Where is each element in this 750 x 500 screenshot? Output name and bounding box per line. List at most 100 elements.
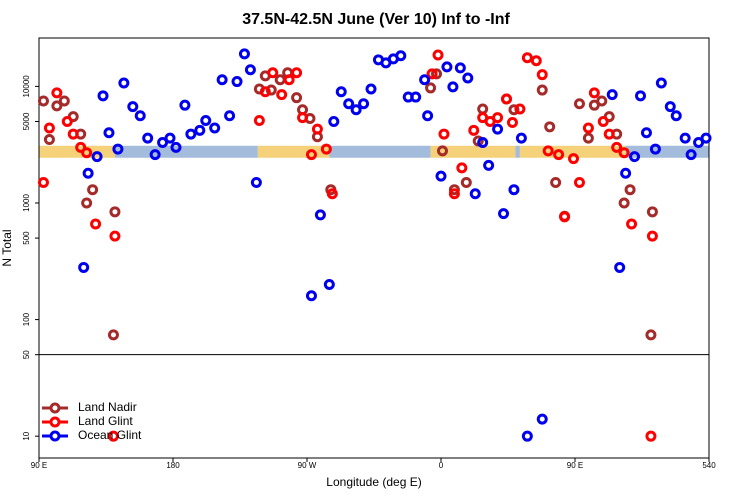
chart-title: 37.5N-42.5N June (Ver 10) Inf to -Inf bbox=[242, 11, 510, 28]
data-point bbox=[611, 141, 623, 153]
data-point bbox=[573, 98, 585, 110]
x-tick-label: 90 W bbox=[298, 461, 317, 470]
data-point bbox=[431, 68, 443, 80]
data-point bbox=[323, 278, 335, 290]
data-point bbox=[127, 101, 139, 113]
data-point bbox=[646, 230, 658, 242]
data-point bbox=[596, 95, 608, 107]
data-point bbox=[90, 218, 102, 230]
data-point bbox=[395, 50, 407, 62]
data-point bbox=[448, 188, 460, 200]
data-point bbox=[501, 93, 513, 105]
legend-label: Ocean Glint bbox=[78, 428, 142, 442]
x-axis-label: Longitude (deg E) bbox=[326, 475, 421, 489]
data-point bbox=[250, 176, 262, 188]
data-point bbox=[419, 74, 431, 86]
data-point bbox=[456, 162, 468, 174]
data-point bbox=[107, 430, 119, 442]
data-point bbox=[314, 209, 326, 221]
y-tick-label: 1000 bbox=[22, 194, 31, 212]
data-point bbox=[81, 147, 93, 159]
data-point bbox=[81, 197, 93, 209]
data-point bbox=[335, 86, 347, 98]
data-point bbox=[97, 90, 109, 102]
data-point bbox=[550, 176, 562, 188]
y-axis-label: N Total bbox=[0, 229, 14, 266]
data-point bbox=[276, 89, 288, 101]
data-point bbox=[618, 197, 630, 209]
data-point bbox=[51, 87, 63, 99]
y-tick-label: 10 bbox=[22, 431, 31, 440]
data-point bbox=[588, 87, 600, 99]
data-point bbox=[521, 430, 533, 442]
surface-band bbox=[329, 145, 431, 158]
data-point bbox=[477, 103, 489, 115]
data-point bbox=[645, 329, 657, 341]
data-point bbox=[425, 82, 437, 94]
y-tick-label: 500 bbox=[22, 231, 31, 245]
data-point bbox=[231, 76, 243, 88]
x-tick-label: 180 bbox=[166, 461, 180, 470]
data-point bbox=[37, 176, 49, 188]
data-point bbox=[645, 430, 657, 442]
data-point bbox=[432, 49, 444, 61]
data-point bbox=[297, 112, 309, 124]
y-tick-label: 100 bbox=[22, 312, 31, 326]
data-point bbox=[43, 134, 55, 146]
data-point bbox=[37, 95, 49, 107]
data-point bbox=[626, 218, 638, 230]
surface-band bbox=[114, 145, 258, 158]
data-point bbox=[291, 67, 303, 79]
data-point bbox=[436, 145, 448, 157]
data-point bbox=[508, 184, 520, 196]
data-point bbox=[462, 72, 474, 84]
data-point bbox=[435, 170, 447, 182]
legend-marker bbox=[49, 430, 61, 442]
data-point bbox=[283, 74, 295, 86]
data-point bbox=[328, 115, 340, 127]
data-point bbox=[646, 206, 658, 218]
data-point bbox=[454, 62, 466, 74]
data-point bbox=[553, 149, 565, 161]
data-point bbox=[170, 141, 182, 153]
data-point bbox=[515, 132, 527, 144]
surface-band bbox=[39, 145, 115, 158]
data-point bbox=[603, 128, 615, 140]
data-point bbox=[521, 52, 533, 64]
data-point bbox=[606, 89, 618, 101]
data-point bbox=[142, 132, 154, 144]
data-point bbox=[78, 261, 90, 273]
data-point bbox=[559, 211, 571, 223]
data-point bbox=[51, 100, 63, 112]
data-point bbox=[426, 68, 438, 80]
data-point bbox=[447, 81, 459, 93]
data-point bbox=[157, 137, 169, 149]
data-point bbox=[244, 64, 256, 76]
data-point bbox=[259, 86, 271, 98]
data-point bbox=[267, 67, 279, 79]
data-point bbox=[350, 104, 362, 116]
data-point bbox=[582, 132, 594, 144]
data-point bbox=[118, 77, 130, 89]
data-point bbox=[492, 123, 504, 135]
data-point bbox=[597, 115, 609, 127]
data-point bbox=[82, 167, 94, 179]
data-point bbox=[544, 121, 556, 133]
data-point bbox=[700, 132, 712, 144]
data-point bbox=[358, 98, 370, 110]
data-point bbox=[573, 176, 585, 188]
data-point bbox=[265, 84, 277, 96]
legend-label: Land Glint bbox=[78, 414, 133, 428]
data-point bbox=[483, 159, 495, 171]
data-point bbox=[75, 141, 87, 153]
data-point bbox=[582, 122, 594, 134]
data-point bbox=[498, 208, 510, 220]
legend-label: Land Nadir bbox=[78, 400, 137, 414]
data-point bbox=[469, 188, 481, 200]
data-point bbox=[194, 124, 206, 136]
data-point bbox=[649, 143, 661, 155]
data-point bbox=[508, 104, 520, 116]
data-point bbox=[460, 176, 472, 188]
legend-marker bbox=[49, 402, 61, 414]
